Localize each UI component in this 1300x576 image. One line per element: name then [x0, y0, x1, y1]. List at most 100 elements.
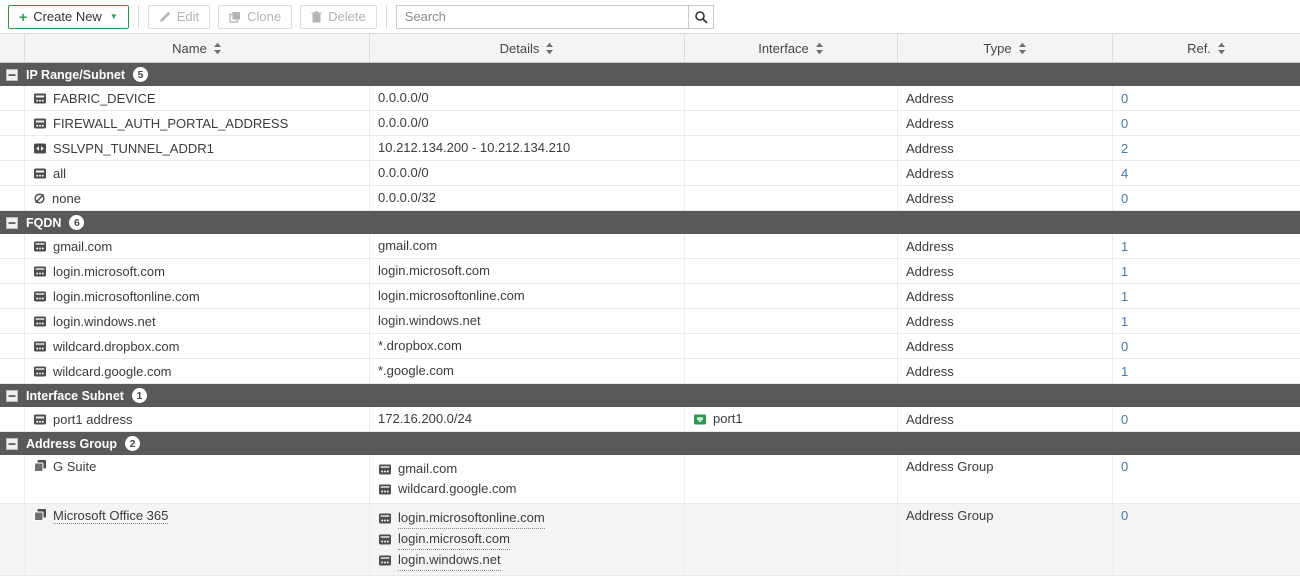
- table-row[interactable]: FABRIC_DEVICE 0.0.0.0/0 Address 0: [0, 86, 1300, 111]
- detail-text: gmail.com: [398, 461, 458, 476]
- type-cell: Address: [898, 136, 1113, 160]
- create-new-button[interactable]: + Create New ▼: [8, 4, 129, 29]
- table-row[interactable]: port1 address 172.16.200.0/24 port1 Address…: [0, 407, 1300, 432]
- table-row[interactable]: none 0.0.0.0/32 Address 0: [0, 186, 1300, 211]
- row-gutter: [0, 334, 25, 358]
- interface-cell: [685, 309, 898, 333]
- ref-link[interactable]: 2: [1121, 140, 1129, 156]
- address-range-icon: [33, 142, 47, 155]
- detail-text: 0.0.0.0/0: [378, 115, 429, 130]
- ref-link[interactable]: 0: [1121, 190, 1129, 206]
- row-gutter: [0, 284, 25, 308]
- type-cell: Address: [898, 359, 1113, 383]
- ref-link[interactable]: 1: [1121, 288, 1129, 304]
- name-cell: wildcard.dropbox.com: [25, 334, 370, 358]
- detail-entry: 0.0.0.0/0: [378, 113, 429, 133]
- type-cell: Address: [898, 309, 1113, 333]
- address-group-icon: [33, 508, 47, 522]
- name-cell: none: [25, 186, 370, 210]
- row-gutter: [0, 309, 25, 333]
- name-cell: gmail.com: [25, 234, 370, 258]
- section-header-interface-subnet[interactable]: Interface Subnet 1: [0, 384, 1300, 407]
- row-gutter: [0, 504, 25, 575]
- row-gutter: [0, 161, 25, 185]
- collapse-icon[interactable]: [6, 68, 18, 81]
- fqdn-icon: [378, 533, 392, 546]
- detail-text: 10.212.134.200 - 10.212.134.210: [378, 140, 571, 155]
- detail-text: login.microsoftonline.com: [398, 508, 545, 529]
- sort-icon: [815, 42, 824, 55]
- table-row[interactable]: SSLVPN_TUNNEL_ADDR1 10.212.134.200 - 10.2…: [0, 136, 1300, 161]
- detail-entry: 10.212.134.200 - 10.212.134.210: [378, 138, 570, 158]
- ref-link[interactable]: 0: [1121, 115, 1129, 131]
- ref-cell: 4: [1113, 161, 1300, 185]
- table-row[interactable]: FIREWALL_AUTH_PORTAL_ADDRESS 0.0.0.0/0 Add…: [0, 111, 1300, 136]
- edit-button[interactable]: Edit: [147, 4, 211, 29]
- ref-cell: 0: [1113, 455, 1300, 503]
- table-row[interactable]: login.windows.net login.windows.net Addres…: [0, 309, 1300, 334]
- table-row[interactable]: Microsoft Office 365 login.microsoftonlin…: [0, 504, 1300, 576]
- table-row[interactable]: all 0.0.0.0/0 Address 4: [0, 161, 1300, 186]
- detail-entry: login.microsoftonline.com: [378, 508, 545, 529]
- section-count-badge: 5: [133, 67, 149, 82]
- row-name: G Suite: [53, 459, 97, 474]
- ref-link[interactable]: 1: [1121, 363, 1129, 379]
- clone-button[interactable]: Clone: [218, 4, 293, 29]
- details-cell: login.microsoftonline.com login.microsoft…: [370, 504, 685, 575]
- row-gutter: [0, 136, 25, 160]
- section-header-ip-range-subnet[interactable]: IP Range/Subnet 5: [0, 63, 1300, 86]
- collapse-icon[interactable]: [6, 437, 18, 450]
- fqdn-icon: [378, 463, 392, 476]
- search-input[interactable]: [395, 4, 688, 29]
- table-row[interactable]: wildcard.google.com *.google.com Address 1: [0, 359, 1300, 384]
- type-cell: Address: [898, 186, 1113, 210]
- detail-entry: 0.0.0.0/0: [378, 88, 429, 108]
- ref-cell: 0: [1113, 334, 1300, 358]
- ref-cell: 0: [1113, 111, 1300, 135]
- interface-name: port1: [713, 411, 743, 426]
- column-label: Interface: [758, 40, 809, 56]
- collapse-icon[interactable]: [6, 389, 18, 402]
- column-header-name[interactable]: Name: [25, 34, 370, 62]
- collapse-icon[interactable]: [6, 216, 18, 229]
- detail-entry: *.dropbox.com: [378, 336, 462, 356]
- type-cell: Address: [898, 334, 1113, 358]
- details-cell: 10.212.134.200 - 10.212.134.210: [370, 136, 685, 160]
- column-header-type[interactable]: Type: [898, 34, 1113, 62]
- table-row[interactable]: gmail.com gmail.com Address 1: [0, 234, 1300, 259]
- column-header-details[interactable]: Details: [370, 34, 685, 62]
- interface-cell: port1: [685, 407, 898, 431]
- section-header-address-group[interactable]: Address Group 2: [0, 432, 1300, 455]
- search-button[interactable]: [687, 4, 714, 29]
- column-header-ref[interactable]: Ref.: [1113, 34, 1300, 62]
- ref-link[interactable]: 4: [1121, 165, 1129, 181]
- ref-link[interactable]: 0: [1121, 508, 1129, 523]
- sort-icon: [1217, 42, 1226, 55]
- toolbar-divider: [385, 4, 387, 29]
- ref-link[interactable]: 0: [1121, 338, 1129, 354]
- name-cell: port1 address: [25, 407, 370, 431]
- ref-link[interactable]: 0: [1121, 459, 1129, 474]
- table-body: IP Range/Subnet 5 FABRIC_DEVICE 0.0.0.0/0 Ad…: [0, 63, 1300, 576]
- table-row[interactable]: login.microsoftonline.com login.microsoft…: [0, 284, 1300, 309]
- address-subnet-icon: [33, 167, 47, 180]
- ref-link[interactable]: 0: [1121, 411, 1129, 427]
- ref-link[interactable]: 1: [1121, 313, 1129, 329]
- address-subnet-icon: [33, 413, 47, 426]
- section-header-fqdn[interactable]: FQDN 6: [0, 211, 1300, 234]
- row-name: SSLVPN_TUNNEL_ADDR1: [53, 140, 214, 156]
- row-gutter: [0, 259, 25, 283]
- column-header-interface[interactable]: Interface: [685, 34, 898, 62]
- ref-link[interactable]: 1: [1121, 238, 1129, 254]
- table-row[interactable]: G Suite gmail.com wildcard.google.com Addre…: [0, 455, 1300, 504]
- ref-link[interactable]: 1: [1121, 263, 1129, 279]
- ref-link[interactable]: 0: [1121, 90, 1129, 106]
- section-title: Address Group: [26, 436, 117, 451]
- plus-icon: +: [19, 8, 28, 25]
- row-name: login.windows.net: [53, 313, 156, 329]
- type-cell: Address: [898, 259, 1113, 283]
- delete-button[interactable]: Delete: [300, 4, 377, 29]
- ref-cell: 1: [1113, 359, 1300, 383]
- table-row[interactable]: wildcard.dropbox.com *.dropbox.com Address…: [0, 334, 1300, 359]
- table-row[interactable]: login.microsoft.com login.microsoft.com Ad…: [0, 259, 1300, 284]
